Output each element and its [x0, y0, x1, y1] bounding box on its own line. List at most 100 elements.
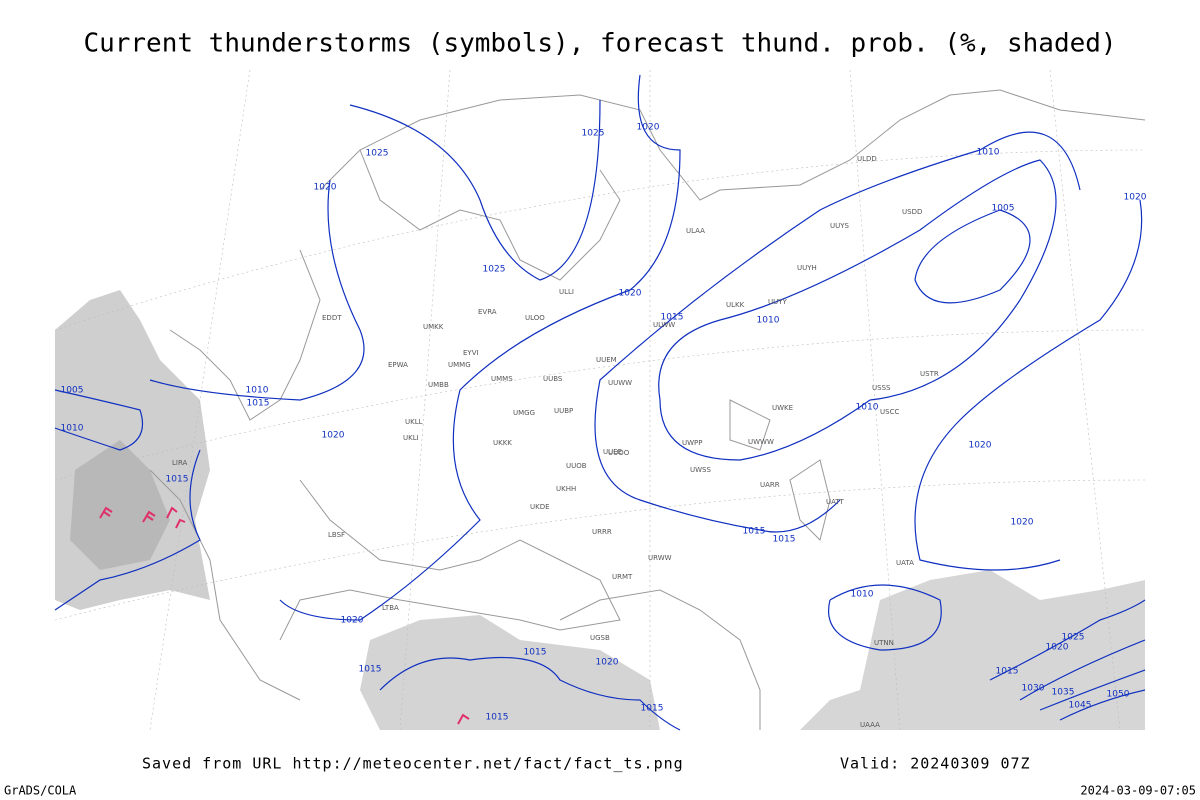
station-label: UARR	[760, 481, 780, 489]
station-label: ULLI	[559, 288, 574, 296]
station-label: ULAA	[686, 227, 705, 235]
isobar-label: 1025	[582, 129, 605, 139]
isobar-label: 1015	[773, 535, 796, 545]
isobar-label: 1015	[524, 648, 547, 658]
station-label: UMGG	[513, 409, 535, 417]
station-label: UUOB	[566, 462, 587, 470]
isobar-label: 1015	[743, 527, 766, 537]
station-label: UUYY	[768, 298, 788, 306]
isobar-label: 1015	[247, 399, 270, 409]
isobar-label: 1015	[359, 665, 382, 675]
shaded-area	[70, 440, 170, 570]
station-label: UMBB	[428, 381, 449, 389]
station-label: USDD	[902, 208, 922, 216]
graticule	[54, 69, 1146, 731]
station-label: EPWA	[388, 361, 408, 369]
station-label: UATA	[896, 559, 914, 567]
station-label: UMMG	[448, 361, 471, 369]
timestamp: 2024-03-09-07:05	[1080, 784, 1196, 798]
thunderstorm-symbol	[99, 506, 113, 519]
station-label: UKKK	[493, 439, 512, 447]
station-label: UUEE	[603, 448, 622, 456]
station-label: UAAA	[860, 721, 880, 729]
station-label: UKDE	[530, 503, 550, 511]
station-label: UATT	[826, 498, 845, 506]
thunderstorm-symbol	[166, 506, 178, 519]
station-label: UMMS	[491, 375, 513, 383]
station-label: UUWW	[608, 379, 632, 387]
station-label: EYVI	[463, 349, 479, 357]
station-label: UKLL	[405, 418, 423, 426]
isobar-label: 1010	[856, 403, 879, 413]
station-label: ULOO	[525, 314, 545, 322]
station-label: LBSF	[328, 531, 345, 539]
isobar-label: 1025	[1062, 633, 1085, 643]
isobar-label: 1020	[341, 616, 364, 626]
isobar-label: 1010	[977, 148, 1000, 158]
station-label: USSS	[872, 384, 891, 392]
isobar-label: 1005	[992, 204, 1015, 214]
coastlines	[149, 89, 1146, 730]
isobar-label: 1010	[61, 424, 84, 434]
isobar-label: 1035	[1052, 688, 1075, 698]
isobar-label: 1015	[996, 667, 1019, 677]
isobars	[54, 74, 1146, 731]
isobar-label: 1020	[637, 123, 660, 133]
station-label: ULDD	[857, 155, 877, 163]
station-label: UUBS	[543, 375, 563, 383]
station-label: URRR	[592, 528, 612, 536]
isobar-label: 1020	[322, 431, 345, 441]
title: Current thunderstorms (symbols), forecas…	[83, 29, 1116, 59]
station-label: UWWW	[748, 438, 774, 446]
isobar-label: 1030	[1022, 684, 1045, 694]
thunderstorm-symbol	[142, 510, 156, 523]
station-label: UUYH	[797, 264, 817, 272]
station-label: UGSB	[590, 634, 610, 642]
isobar-label: 1015	[641, 704, 664, 714]
isobar-label: 1020	[1046, 643, 1069, 653]
thunderstorm-symbol	[175, 518, 186, 529]
station-label: ULWW	[653, 321, 675, 329]
source-url: Saved from URL http://meteocenter.net/fa…	[142, 755, 684, 773]
isobar-label: 1025	[366, 149, 389, 159]
station-label: UKHH	[556, 485, 576, 493]
isobar-label: 1010	[246, 386, 269, 396]
isobar-label: 1020	[314, 183, 337, 193]
thunderstorm-symbols	[99, 506, 470, 725]
station-label: UUEM	[596, 356, 617, 364]
station-label: UWSS	[690, 466, 711, 474]
map-area	[54, 69, 1146, 731]
station-label: ULKK	[726, 301, 745, 309]
station-label: UKLI	[403, 434, 419, 442]
station-label: UWPP	[682, 439, 703, 447]
station-label: EVRA	[478, 308, 497, 316]
isobar-label: 1015	[661, 313, 684, 323]
credit: GrADS/COLA	[4, 784, 77, 798]
station-label: LIRA	[172, 459, 188, 467]
station-label: UMKK	[423, 323, 444, 331]
station-label: UUOO	[608, 449, 630, 457]
station-label: USCC	[880, 408, 899, 416]
isobar-label: 1025	[483, 265, 506, 275]
isobar-label: 1010	[851, 590, 874, 600]
station-label: EDDT	[322, 314, 342, 322]
isobar-label: 1015	[166, 475, 189, 485]
isobar-label: 1020	[619, 289, 642, 299]
station-label: UUBP	[554, 407, 573, 415]
valid-time: Valid: 20240309 07Z	[840, 755, 1031, 773]
station-label: LTBA	[382, 604, 399, 612]
isobar-label: 1020	[969, 441, 992, 451]
station-label: URWW	[648, 554, 672, 562]
isobar-label: 1015	[486, 713, 509, 723]
station-label: USTR	[920, 370, 939, 378]
isobar-label: 1005	[61, 386, 84, 396]
isobar-label: 1020	[596, 658, 619, 668]
isobar-label: 1010	[757, 316, 780, 326]
thunderstorm-symbol	[457, 713, 470, 725]
isobar-label: 1050	[1107, 690, 1130, 700]
shaded-area	[360, 615, 660, 730]
isobar-label: 1020	[1011, 518, 1034, 528]
station-label: UTNN	[874, 639, 894, 647]
